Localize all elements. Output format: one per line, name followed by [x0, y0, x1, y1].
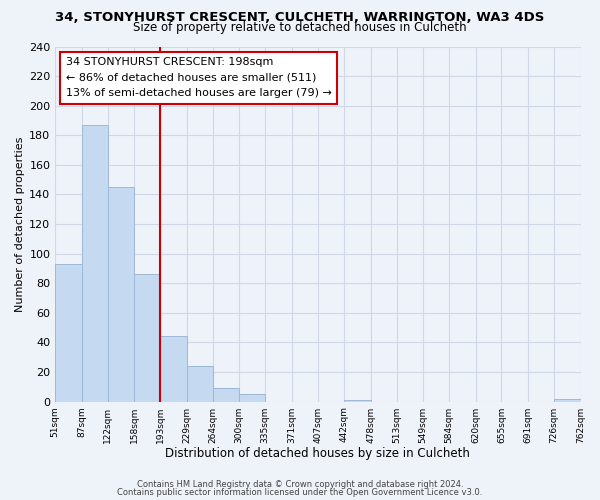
Bar [108, 187, 134, 402]
Bar [134, 274, 160, 402]
Bar [187, 366, 212, 402]
Bar [239, 394, 265, 402]
Bar [212, 388, 239, 402]
X-axis label: Distribution of detached houses by size in Culcheth: Distribution of detached houses by size … [166, 447, 470, 460]
Text: 34 STONYHURST CRESCENT: 198sqm
← 86% of detached houses are smaller (511)
13% of: 34 STONYHURST CRESCENT: 198sqm ← 86% of … [66, 57, 332, 98]
Bar [82, 125, 108, 402]
Text: Contains public sector information licensed under the Open Government Licence v3: Contains public sector information licen… [118, 488, 482, 497]
Text: Size of property relative to detached houses in Culcheth: Size of property relative to detached ho… [133, 22, 467, 35]
Text: 34, STONYHURST CRESCENT, CULCHETH, WARRINGTON, WA3 4DS: 34, STONYHURST CRESCENT, CULCHETH, WARRI… [55, 11, 545, 24]
Bar [55, 264, 82, 402]
Text: Contains HM Land Registry data © Crown copyright and database right 2024.: Contains HM Land Registry data © Crown c… [137, 480, 463, 489]
Bar [554, 398, 581, 402]
Bar [344, 400, 371, 402]
Bar [160, 336, 187, 402]
Y-axis label: Number of detached properties: Number of detached properties [15, 136, 25, 312]
